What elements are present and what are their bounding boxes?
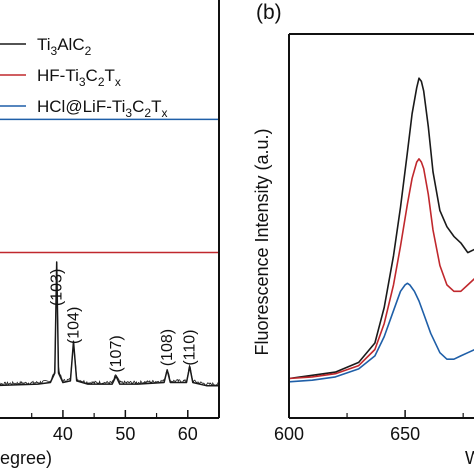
legend-entry: HF-Ti3C2Tx: [37, 66, 121, 89]
x-ticks-a: 40 50 60: [31, 410, 198, 444]
peak-label: (108): [159, 329, 176, 366]
y-axis-label-b: Fluorescence Intensity (a.u.): [252, 128, 272, 355]
series-line: [288, 77, 474, 380]
legend-a: Ti3AlC2 HF-Ti3C2Tx HCl@LiF-Ti3C2Tx: [0, 35, 167, 120]
peak-label: (103): [49, 269, 66, 306]
x-tick-label: 50: [115, 424, 135, 444]
panel-b: (b) Fluorescence Intensity (a.u.) 600 650…: [252, 1, 474, 468]
peak-label: (104): [66, 307, 83, 344]
x-tick-label: 60: [178, 424, 198, 444]
x-tick-label: 600: [274, 424, 304, 444]
peak-labels-a: (103)(104) (107) (108) (110): [49, 269, 199, 373]
peak-label: (107): [108, 335, 125, 372]
x-tick-label: 40: [53, 424, 73, 444]
series-line: [288, 158, 474, 380]
series-line: [288, 282, 474, 383]
lines-b: [288, 77, 474, 383]
panel-label-b: (b): [256, 1, 282, 24]
legend-entry: Ti3AlC2: [37, 35, 92, 58]
lines-a: [0, 118, 220, 387]
peak-label: (110): [182, 330, 199, 366]
x-axis-label-a: egree): [0, 448, 52, 468]
x-axis-label-b: W: [465, 448, 474, 468]
x-tick-label: 650: [390, 424, 420, 444]
series-noise: [0, 275, 220, 387]
series-line-detail: [0, 275, 220, 387]
legend-entry: HCl@LiF-Ti3C2Tx: [37, 97, 167, 120]
x-ticks-b: 600 650: [274, 410, 464, 444]
